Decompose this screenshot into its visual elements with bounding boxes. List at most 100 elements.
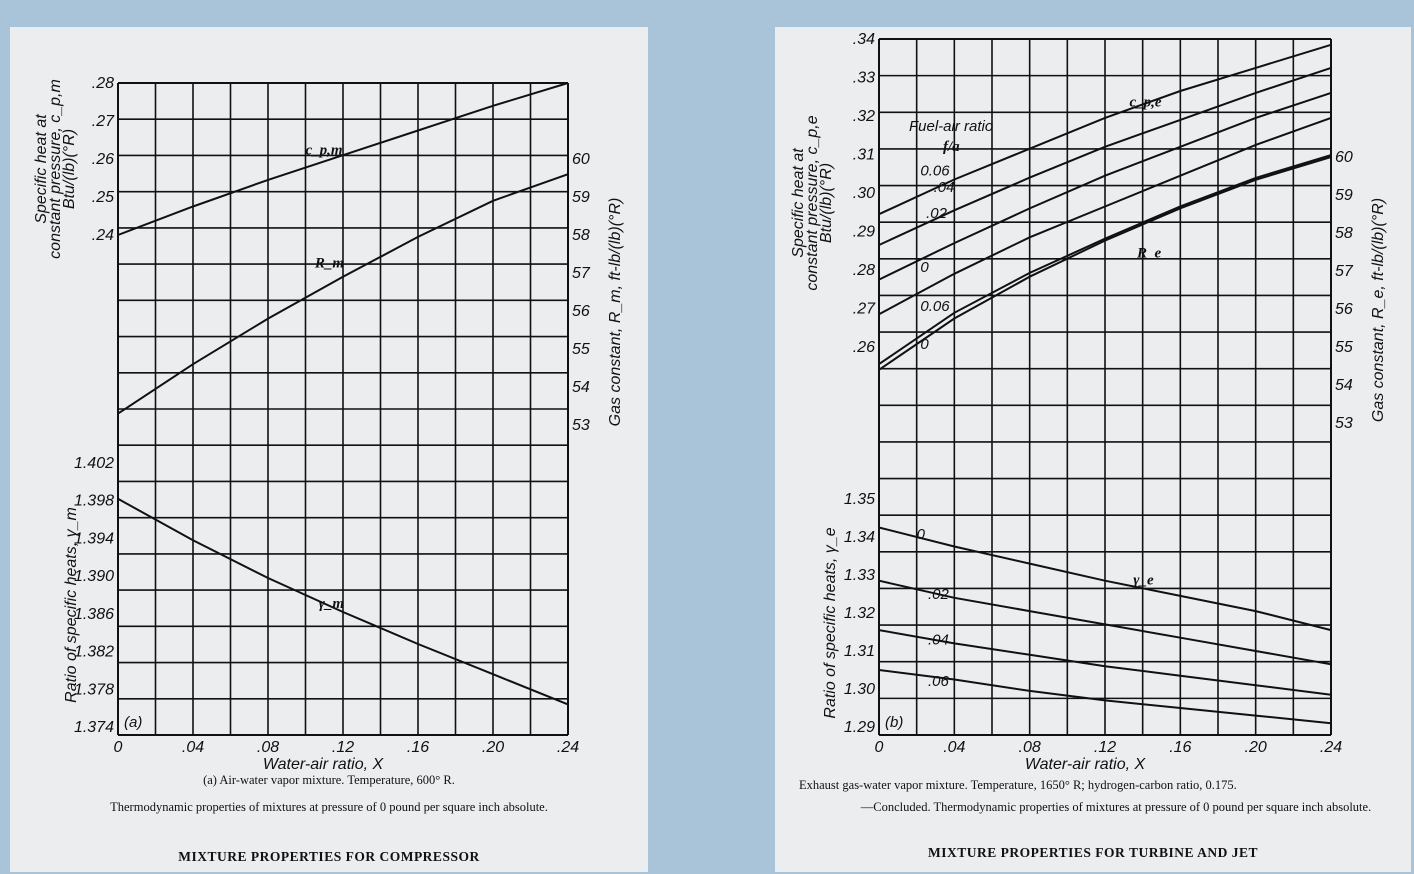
series-line <box>878 66 1332 246</box>
chart-a: 0 .04 .08 .12 .16 .20 .24 Water-air ratio, X .24… <box>33 75 624 773</box>
caption-b-description: —Concluded. Thermodynamic properties of … <box>860 800 1372 814</box>
series-line <box>878 669 1332 725</box>
R-ratio-label: 0.06 <box>920 298 950 315</box>
y-upper-tick-label: .34 <box>853 31 875 48</box>
gamma-ratio-label: 0 <box>917 526 926 543</box>
y-lower-tick-label: 1.378 <box>74 681 114 698</box>
y-lower-tick-label: 1.398 <box>74 493 114 510</box>
y-upper-axis-title: Specific heat at <box>33 114 50 224</box>
y-right-tick-label: 53 <box>572 417 590 434</box>
y-lower-tick-label: 1.394 <box>74 530 114 547</box>
series-line <box>878 579 1332 666</box>
chart-panel-b: 0 .04 .08 .12 .16 .20 .24 Water-air ratio, X .26… <box>775 27 1411 872</box>
y-right-tick-label: 59 <box>572 189 590 206</box>
y-lower-tick-label: 1.382 <box>74 644 114 661</box>
series-line <box>117 82 569 236</box>
y-lower-axis-title: Ratio of specific heats, γ_m <box>63 507 80 703</box>
x-tick-label: .08 <box>257 739 279 756</box>
y-lower-tick-label: 1.35 <box>844 491 875 508</box>
cp-ratio-label: .02 <box>926 205 948 222</box>
y-lower-tick-label: 1.386 <box>74 606 114 623</box>
series-line <box>878 629 1332 696</box>
x-axis-title: Water-air ratio, X <box>1025 756 1147 773</box>
y-lower-tick-label: 1.30 <box>844 681 875 698</box>
series-line <box>878 154 1332 365</box>
y-upper-tick-label: .28 <box>853 262 875 279</box>
x-tick-label: 0 <box>875 739 884 756</box>
x-tick-label: 0 <box>114 739 123 756</box>
y-right-tick-label: 58 <box>1335 225 1353 242</box>
y-upper-tick-label: .24 <box>92 227 114 244</box>
y-upper-axis-title: Specific heat at <box>790 148 807 258</box>
series-line <box>878 526 1332 632</box>
y-lower-tick-label: 1.29 <box>844 719 875 736</box>
y-right-axis-title: Gas constant, R_m, ft-lb/(lb)(°R) <box>607 198 624 427</box>
curve-label-R: R_m <box>314 255 344 271</box>
y-upper-axis-title: Btu/(lb)(°R) <box>61 129 78 209</box>
y-lower-tick-label: 1.32 <box>844 605 875 622</box>
panel-label: (a) <box>124 714 142 731</box>
y-upper-tick-label: .33 <box>853 70 875 87</box>
legend-subtitle: f/a <box>943 139 960 155</box>
y-lower-tick-label: 1.402 <box>74 455 114 472</box>
caption-a-title: MIXTURE PROPERTIES FOR COMPRESSOR <box>178 849 480 864</box>
x-tick-label: .16 <box>407 739 429 756</box>
x-tick-label: .12 <box>332 739 354 756</box>
x-tick-label: .24 <box>557 739 579 756</box>
series-line <box>117 497 569 706</box>
x-tick-label: .16 <box>1169 739 1191 756</box>
caption-b-title: MIXTURE PROPERTIES FOR TURBINE AND JET <box>928 845 1258 860</box>
curve-label-gamma: γ_e <box>1133 573 1154 589</box>
cp-ratio-label: .04 <box>934 179 955 196</box>
y-lower-tick-label: 1.31 <box>844 643 875 660</box>
y-upper-tick-label: .28 <box>92 75 114 92</box>
series-line <box>878 116 1332 316</box>
y-right-tick-label: 55 <box>1335 339 1353 356</box>
caption-a-subtitle: (a) Air-water vapor mixture. Temperature… <box>203 773 455 787</box>
x-tick-label: .20 <box>1245 739 1267 756</box>
y-right-tick-label: 57 <box>572 265 591 282</box>
chart-panel-a: 0 .04 .08 .12 .16 .20 .24 Water-air ratio, X .24… <box>10 27 648 872</box>
curve-label-cp: c_p,m <box>306 142 343 158</box>
gamma-ratio-label: .02 <box>928 586 950 603</box>
y-right-tick-label: 53 <box>1335 415 1353 432</box>
y-upper-tick-label: .30 <box>853 185 875 202</box>
y-upper-axis-title: Btu/(lb)(°R) <box>818 163 835 243</box>
y-right-tick-label: 57 <box>1335 263 1354 280</box>
series-line <box>117 173 569 415</box>
y-right-tick-label: 54 <box>572 379 590 396</box>
gamma-ratio-label: .06 <box>928 673 950 690</box>
curve-label-cp: c_p,e <box>1129 94 1161 110</box>
caption-a-description: Thermodynamic properties of mixtures at … <box>110 800 548 814</box>
y-lower-tick-label: 1.390 <box>74 568 114 585</box>
y-right-tick-label: 58 <box>572 227 590 244</box>
x-tick-label: .20 <box>482 739 504 756</box>
y-upper-tick-label: .32 <box>853 108 875 125</box>
caption-b-subtitle: Exhaust gas-water vapor mixture. Tempera… <box>799 778 1237 792</box>
y-right-tick-label: 56 <box>1335 301 1353 318</box>
x-tick-label: .04 <box>943 739 965 756</box>
legend-title: Fuel-air ratio <box>909 118 993 135</box>
series-line <box>878 156 1332 371</box>
y-upper-axis-title: constant pressure, c_p,e <box>804 115 821 290</box>
y-upper-tick-label: .31 <box>853 147 875 164</box>
y-right-tick-label: 60 <box>572 151 590 168</box>
y-upper-tick-label: .26 <box>853 339 875 356</box>
y-right-tick-label: 55 <box>572 341 590 358</box>
series-line <box>878 91 1332 281</box>
y-upper-tick-label: .29 <box>853 224 875 241</box>
y-right-tick-label: 56 <box>572 303 590 320</box>
R-ratio-label: 0 <box>920 336 929 353</box>
x-tick-label: .08 <box>1019 739 1041 756</box>
y-upper-tick-label: .27 <box>92 113 115 130</box>
y-upper-tick-label: .25 <box>92 189 114 206</box>
gamma-ratio-label: .04 <box>928 632 949 649</box>
series-line <box>878 43 1332 216</box>
cp-ratio-label: 0.06 <box>920 163 950 180</box>
y-lower-tick-label: 1.34 <box>844 529 875 546</box>
panel-label: (b) <box>885 714 903 731</box>
x-tick-label: .24 <box>1320 739 1342 756</box>
x-axis-title: Water-air ratio, X <box>263 756 385 773</box>
curve-label-R: R_e <box>1136 246 1162 262</box>
x-tick-label: .12 <box>1094 739 1116 756</box>
